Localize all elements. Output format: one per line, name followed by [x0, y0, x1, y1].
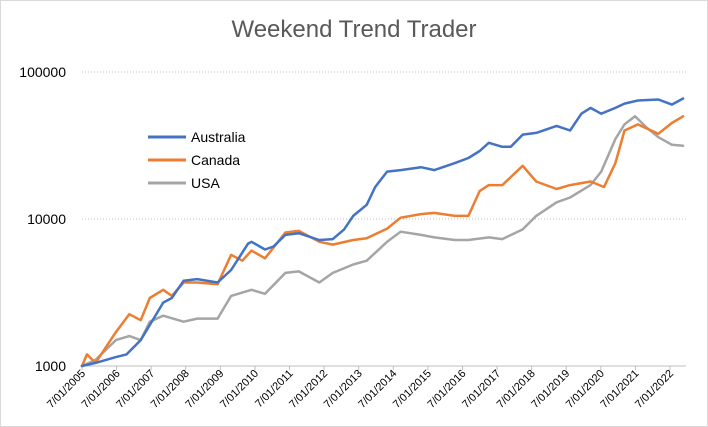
- series-lines: [80, 97, 685, 368]
- series-line-usa: [80, 115, 685, 368]
- legend-label-usa: USA: [191, 175, 220, 191]
- legend-label-australia: Australia: [191, 129, 246, 145]
- x-axis: 7/01/20057/01/20067/01/20077/01/20087/01…: [45, 365, 686, 411]
- y-axis-ticks: 1000 10000 100000: [19, 64, 66, 374]
- chart-title: Weekend Trend Trader: [231, 16, 477, 43]
- legend: Australia Canada USA: [148, 129, 246, 191]
- y-tick-label: 10000: [27, 211, 66, 227]
- y-tick-label: 1000: [35, 358, 66, 374]
- y-tick-label: 100000: [19, 64, 66, 80]
- gridlines: [82, 71, 686, 367]
- series-line-australia: [80, 97, 685, 368]
- series-line-canada: [80, 115, 685, 368]
- legend-label-canada: Canada: [191, 152, 240, 168]
